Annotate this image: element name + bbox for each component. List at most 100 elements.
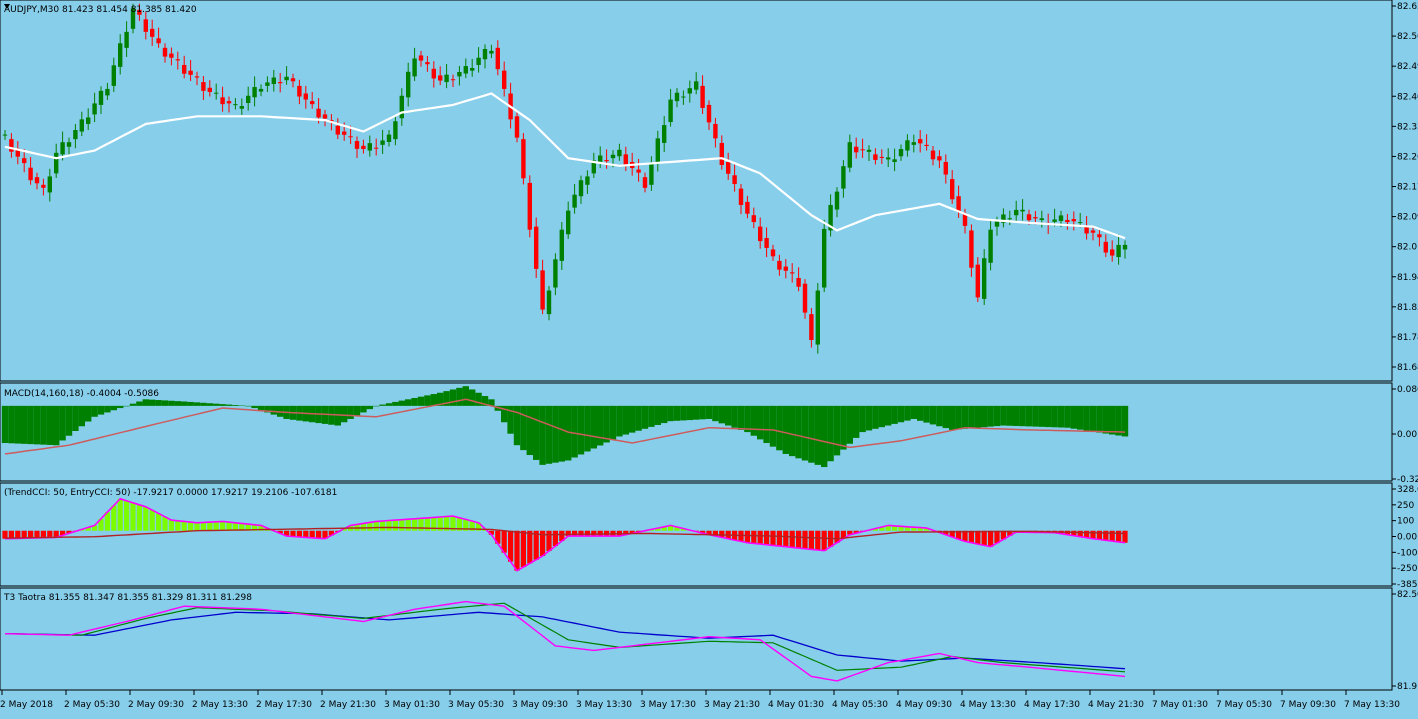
macd-histogram-bar [347, 405, 354, 419]
candle-body [316, 108, 321, 118]
cci-histogram-bar [719, 530, 725, 538]
cci-pane: 328.6 250 100 0.00 -100 -250 -385 [0, 482, 1418, 590]
cci-histogram-bar [60, 530, 66, 536]
macd-histogram-bar [257, 405, 265, 411]
macd-histogram-bar [949, 405, 956, 430]
t3-axis-tick-label: 81.91 [1397, 682, 1418, 692]
candle-body [918, 139, 923, 144]
macd-histogram-bar [155, 400, 162, 406]
macd-histogram-bar [712, 405, 719, 422]
candle-body [1033, 217, 1038, 219]
candle-body [463, 66, 468, 74]
candle-body [745, 201, 750, 214]
indicator-titles: AUDJPY,M30 81.423 81.454 81.385 81.420 M… [3, 5, 337, 603]
candle-body [521, 139, 526, 179]
cci-histogram-bar [744, 530, 750, 543]
cci-histogram-bar [776, 530, 782, 547]
collapse-arrow-icon[interactable] [4, 4, 10, 9]
candle-body [566, 210, 571, 235]
cci-histogram-bar [623, 530, 629, 535]
time-tick-label: 3 May 13:30 [576, 700, 632, 710]
candle-body [290, 78, 296, 82]
macd-histogram-bar [590, 405, 597, 449]
candle-body [585, 176, 590, 185]
candle-body [374, 147, 379, 149]
candle-body [105, 88, 110, 96]
macd-histogram-bar [885, 405, 892, 426]
candle-body [194, 76, 200, 78]
cci-histogram-bar [15, 530, 21, 539]
cci-histogram-bar [533, 530, 539, 560]
cci-histogram-bar [508, 530, 514, 562]
candle-body [1039, 218, 1044, 220]
cci-histogram-bar [92, 525, 98, 531]
candle-body [143, 19, 148, 32]
time-tick-label: 3 May 01:30 [384, 700, 440, 710]
candle-body [34, 177, 40, 184]
candle-body [438, 75, 443, 81]
macd-histogram-bar [437, 392, 444, 406]
macd-histogram-bar [149, 399, 156, 406]
candle-body [751, 215, 756, 223]
candle-body [252, 87, 257, 98]
candle-body [713, 123, 718, 139]
cci-histogram-bar [53, 530, 59, 538]
candle-body [425, 62, 430, 65]
macd-histogram-bar [814, 405, 821, 465]
cci-histogram-bar [162, 516, 168, 531]
cci-histogram-bar [284, 530, 290, 537]
price-axis-tick-label: 81.85 [1397, 303, 1418, 313]
candle-body [764, 238, 769, 248]
cci-histogram-bar [252, 524, 258, 531]
candle-body [847, 142, 852, 168]
macd-histogram-bar [1096, 405, 1103, 433]
macd-histogram-bar [379, 404, 386, 406]
candle-body [15, 148, 20, 157]
time-tick-label: 4 May 13:30 [960, 700, 1016, 710]
candle-body [1116, 244, 1121, 258]
macd-histogram-bar [1032, 405, 1039, 427]
cci-histogram-bar [21, 530, 27, 539]
candle-body [399, 95, 404, 119]
macd-histogram-bar [833, 405, 841, 456]
macd-histogram-bar [1, 405, 9, 444]
cci-histogram-bar [104, 512, 110, 531]
candle-body [1026, 214, 1032, 221]
candle-body [220, 97, 225, 105]
cci-histogram-bar [239, 523, 245, 531]
macd-histogram-bar [91, 405, 98, 417]
cci-histogram-bar [463, 519, 469, 531]
symbol-header: AUDJPY,M30 81.423 81.454 81.385 81.420 [4, 5, 197, 15]
candle-body [905, 140, 910, 151]
cci-histogram-bar [399, 519, 405, 531]
t3-mid-line [4, 602, 1126, 673]
macd-histogram-bar [341, 405, 348, 423]
time-axis: 2 May 2018 2 May 05:30 2 May 09:30 2 May 13… [0, 690, 1400, 710]
candle-body [393, 121, 398, 140]
candle-body [559, 229, 564, 261]
macd-histogram-bar [398, 400, 405, 406]
macd-histogram-bar [225, 404, 233, 406]
candle-body [175, 59, 180, 61]
candle-body [207, 87, 212, 92]
macd-histogram-bar [181, 401, 188, 406]
macd-histogram-bar [565, 405, 572, 461]
macd-histogram-bar [53, 405, 60, 446]
cci-histogram-bar [962, 530, 968, 542]
candle-body [706, 104, 712, 123]
macd-histogram-bar [488, 399, 495, 406]
cci-histogram-bar [450, 516, 456, 531]
macd-histogram-bar [584, 405, 591, 452]
candle-body [841, 166, 846, 189]
macd-signal-line [4, 398, 1126, 455]
macd-histogram-bar [123, 405, 130, 407]
cci-histogram-bar [322, 530, 328, 539]
macd-histogram-bar [961, 405, 969, 429]
candle-body [898, 149, 904, 157]
cci-histogram-bar [136, 504, 142, 531]
cci-histogram-bar [47, 530, 53, 538]
macd-histogram-bar [539, 405, 546, 465]
cci-histogram-bar [181, 521, 187, 531]
candle-body [246, 95, 251, 104]
cci-histogram-bar [380, 520, 386, 531]
